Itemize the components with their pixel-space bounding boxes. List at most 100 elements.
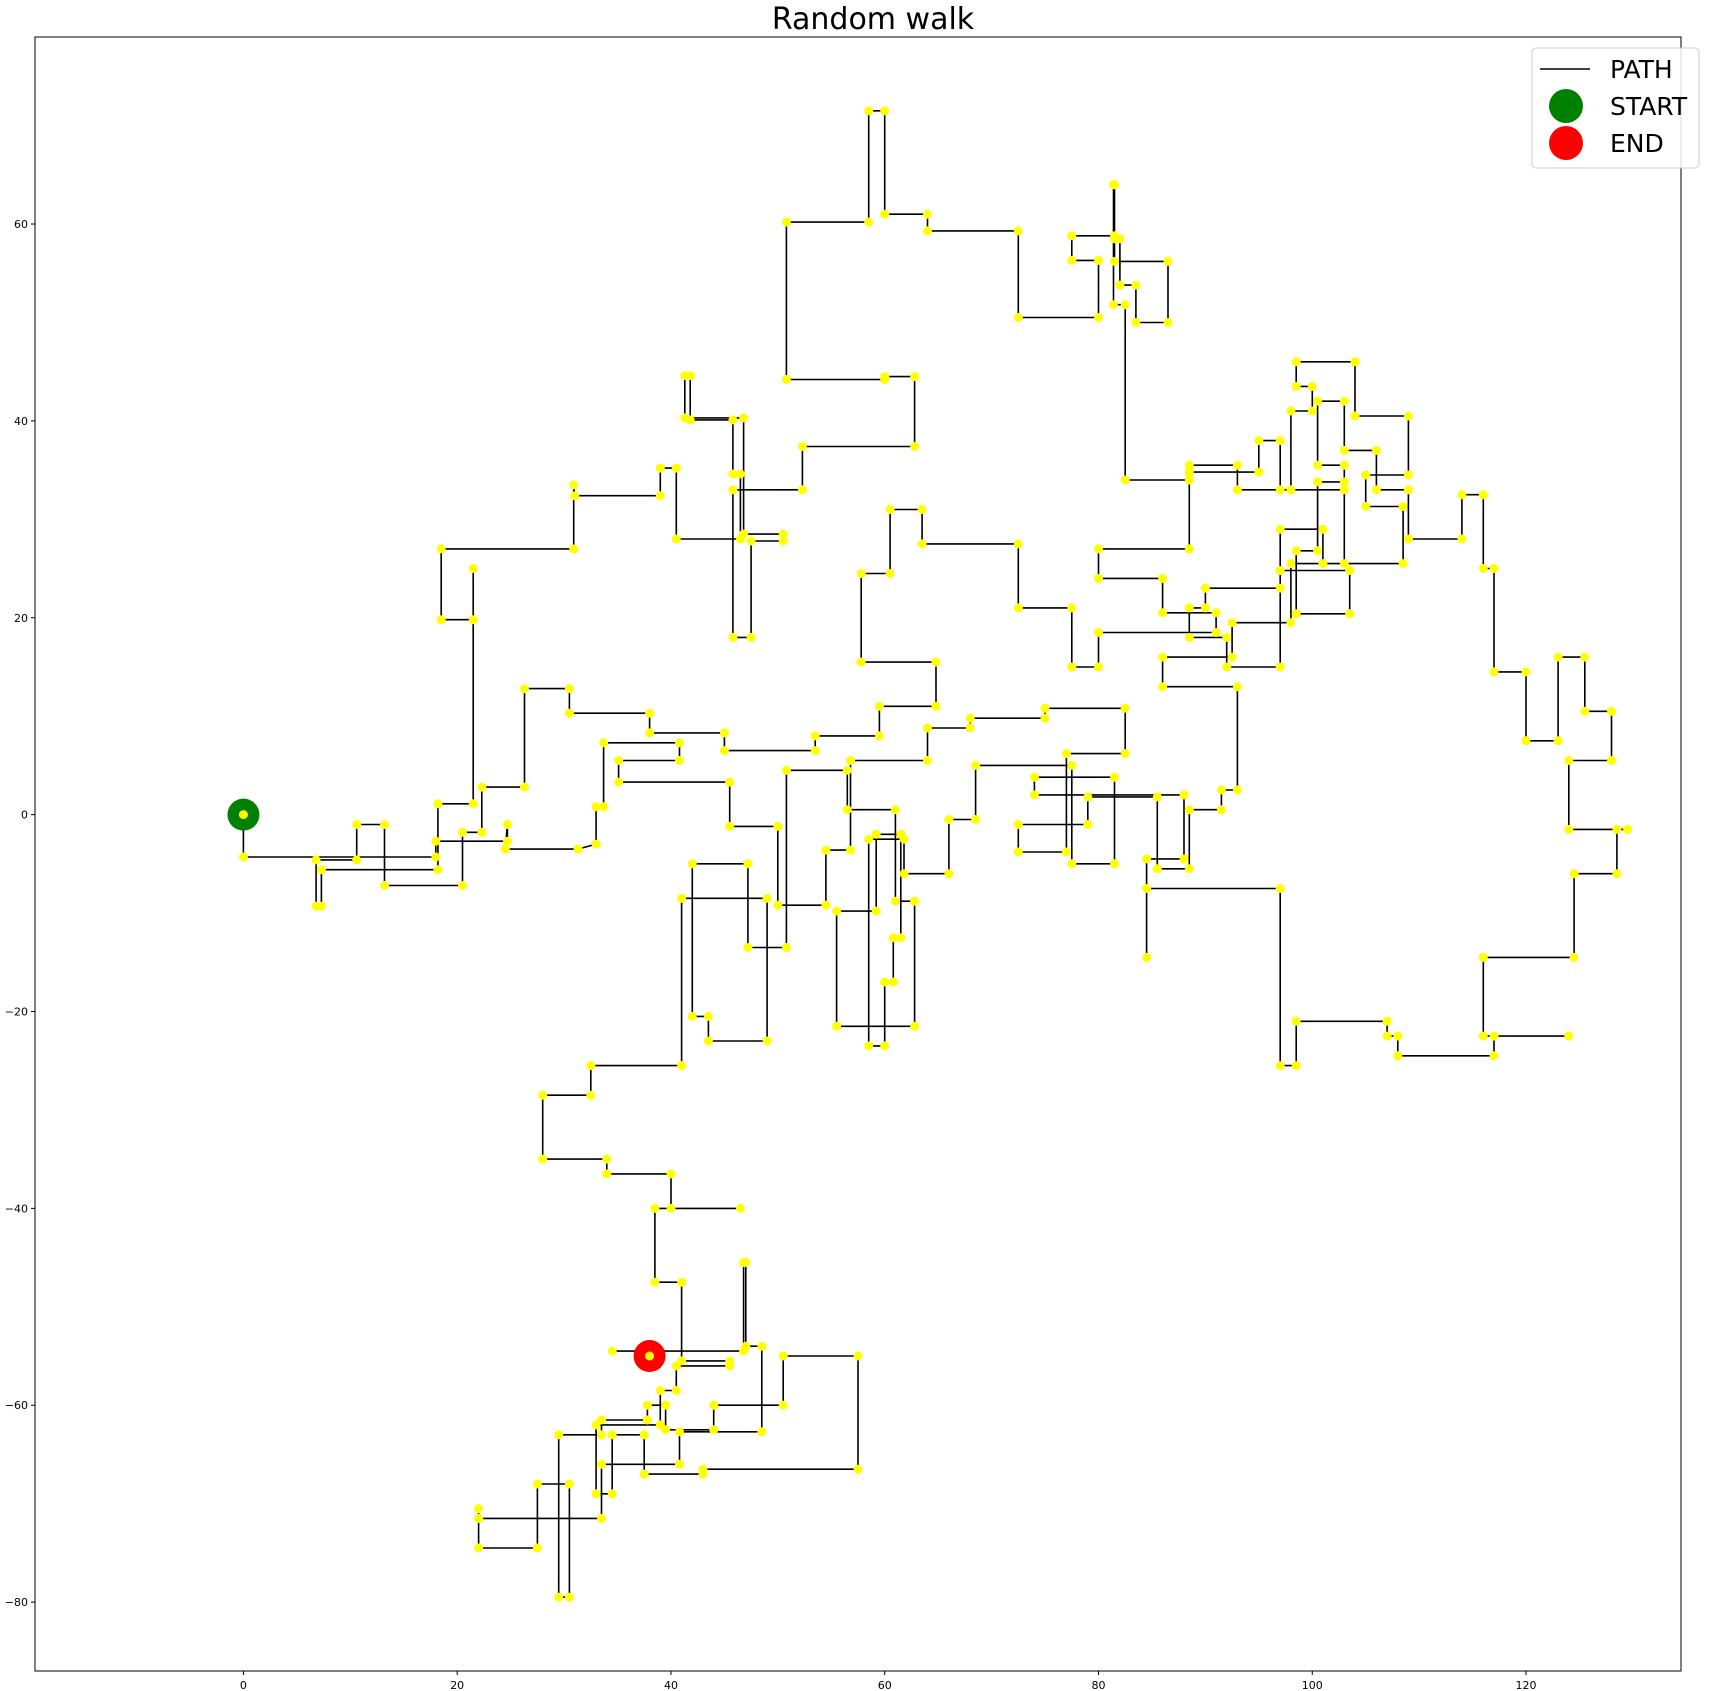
step-point xyxy=(773,821,783,831)
y-tick-label: 40 xyxy=(14,415,28,428)
step-point xyxy=(1286,406,1296,416)
step-point xyxy=(725,777,735,787)
step-point xyxy=(1158,652,1168,662)
step-point xyxy=(864,217,874,227)
step-point xyxy=(1067,231,1077,241)
step-point xyxy=(1307,406,1317,416)
step-point xyxy=(238,852,248,862)
step-point xyxy=(910,896,920,906)
step-point xyxy=(1318,559,1328,569)
step-point xyxy=(781,375,791,384)
step-point xyxy=(645,708,655,718)
step-point xyxy=(1478,1031,1488,1041)
y-tick-label: 20 xyxy=(14,612,28,625)
step-point xyxy=(671,463,681,473)
step-point xyxy=(1184,544,1194,554)
step-point xyxy=(564,1592,574,1602)
step-point xyxy=(1142,884,1152,893)
step-point xyxy=(1163,256,1173,266)
y-tick-label: −40 xyxy=(5,1202,28,1215)
step-point xyxy=(709,1400,719,1410)
step-point xyxy=(703,1011,713,1021)
step-point xyxy=(735,469,745,479)
step-point xyxy=(436,615,446,625)
step-point xyxy=(458,827,467,837)
step-point xyxy=(1478,564,1488,573)
chart-title: Random walk xyxy=(772,2,975,37)
step-point xyxy=(380,820,389,829)
step-point xyxy=(1211,608,1221,618)
start-step-point xyxy=(238,810,248,820)
step-point xyxy=(743,859,753,869)
step-point xyxy=(1564,824,1574,834)
step-point xyxy=(703,1036,713,1046)
step-point xyxy=(842,765,852,775)
step-point xyxy=(661,1400,671,1410)
step-point xyxy=(431,852,441,862)
step-point xyxy=(639,1469,649,1479)
step-point xyxy=(1313,546,1323,556)
y-tick-label: −80 xyxy=(5,1596,28,1609)
step-point xyxy=(1184,475,1194,485)
step-point xyxy=(477,782,487,792)
step-point xyxy=(607,1489,617,1499)
step-point xyxy=(614,777,624,787)
step-point xyxy=(1569,869,1579,879)
legend-end-label: END xyxy=(1610,129,1664,158)
step-point xyxy=(1339,477,1349,487)
step-point xyxy=(1275,1061,1285,1071)
step-point xyxy=(468,564,478,573)
step-point xyxy=(880,977,890,987)
end-step-point xyxy=(645,1351,655,1361)
step-point xyxy=(757,1341,767,1351)
step-point xyxy=(502,836,512,846)
step-point xyxy=(874,731,884,741)
step-point xyxy=(1291,1061,1301,1071)
step-point xyxy=(1013,226,1023,236)
step-point xyxy=(1067,859,1077,869)
step-point xyxy=(762,893,772,903)
step-point xyxy=(821,900,831,910)
step-point xyxy=(739,1258,749,1267)
step-point xyxy=(433,799,443,809)
step-point xyxy=(728,632,738,642)
x-tick-label: 60 xyxy=(878,1679,892,1691)
step-point xyxy=(316,901,326,911)
step-point xyxy=(1232,785,1242,795)
step-point xyxy=(671,534,681,544)
step-point xyxy=(846,845,855,855)
step-point xyxy=(1110,772,1119,782)
step-point xyxy=(311,855,321,865)
step-point xyxy=(1339,445,1349,455)
step-point xyxy=(778,1351,788,1361)
step-point xyxy=(917,539,927,549)
legend-start-swatch xyxy=(1549,89,1583,123)
step-point xyxy=(1040,713,1050,723)
step-point xyxy=(971,760,981,770)
step-point xyxy=(1109,180,1118,190)
step-point xyxy=(931,701,941,711)
step-point xyxy=(1211,628,1221,637)
step-point xyxy=(675,738,684,748)
step-point xyxy=(1457,490,1467,500)
step-point xyxy=(1275,566,1285,575)
step-point xyxy=(856,657,866,667)
step-point xyxy=(458,881,467,890)
step-point xyxy=(778,529,788,539)
step-point xyxy=(1120,749,1130,759)
step-point xyxy=(614,756,624,765)
step-point xyxy=(1179,854,1189,864)
legend-path-label: PATH xyxy=(1610,55,1673,84)
step-point xyxy=(1361,502,1371,511)
step-point xyxy=(880,106,890,116)
y-tick-label: 0 xyxy=(21,809,28,822)
step-point xyxy=(1489,1031,1499,1041)
step-point xyxy=(1339,396,1349,406)
step-point xyxy=(352,820,362,829)
x-tick-label: 80 xyxy=(1091,1679,1105,1691)
step-point xyxy=(1361,470,1371,480)
step-point xyxy=(1612,824,1622,834)
step-point xyxy=(554,1430,564,1440)
step-point xyxy=(316,865,326,875)
step-point xyxy=(573,844,583,854)
